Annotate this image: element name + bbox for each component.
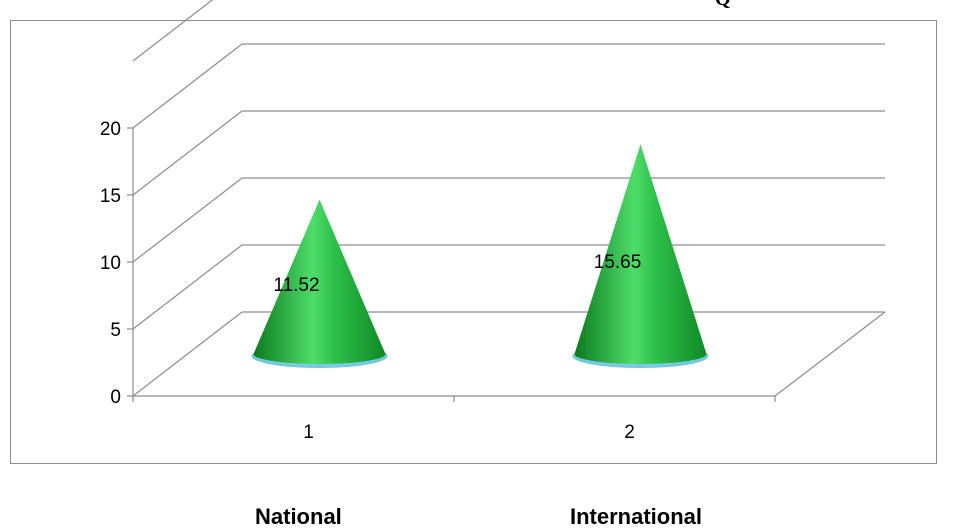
- chart-frame: [10, 20, 937, 464]
- x-tick-label-2: 2: [624, 422, 635, 443]
- gridline-diagonal: [132, 0, 214, 62]
- y-tick-label: 10: [100, 253, 121, 274]
- data-label-1: 11.52: [273, 275, 319, 296]
- cone-bar-2: [574, 144, 707, 364]
- y-tick-label: 0: [110, 387, 121, 408]
- y-tick-label: 5: [110, 320, 121, 341]
- category-label-national: National: [255, 504, 342, 529]
- chart-title-fragment: Q: [715, 0, 731, 11]
- floor-right-edge: [774, 311, 886, 397]
- cone-bar-1: [253, 199, 386, 364]
- axis-layer: [127, 127, 776, 402]
- y-tick-label: 20: [100, 119, 121, 140]
- gridline-diagonal: [132, 110, 243, 196]
- label-layer: 0 5 10 15 20 11.52 1 15.65 2: [100, 119, 641, 443]
- gridline-diagonal: [132, 177, 243, 263]
- x-tick-label-1: 1: [303, 422, 314, 443]
- gridline-diagonal: [132, 311, 243, 397]
- cone-layer: [251, 144, 709, 368]
- gridline-diagonal: [132, 43, 243, 129]
- category-label-international: International: [570, 504, 703, 529]
- grid-layer: [132, 0, 886, 397]
- data-label-2: 15.65: [594, 252, 642, 273]
- gridline-diagonal: [132, 244, 243, 330]
- y-tick-label: 15: [100, 186, 121, 207]
